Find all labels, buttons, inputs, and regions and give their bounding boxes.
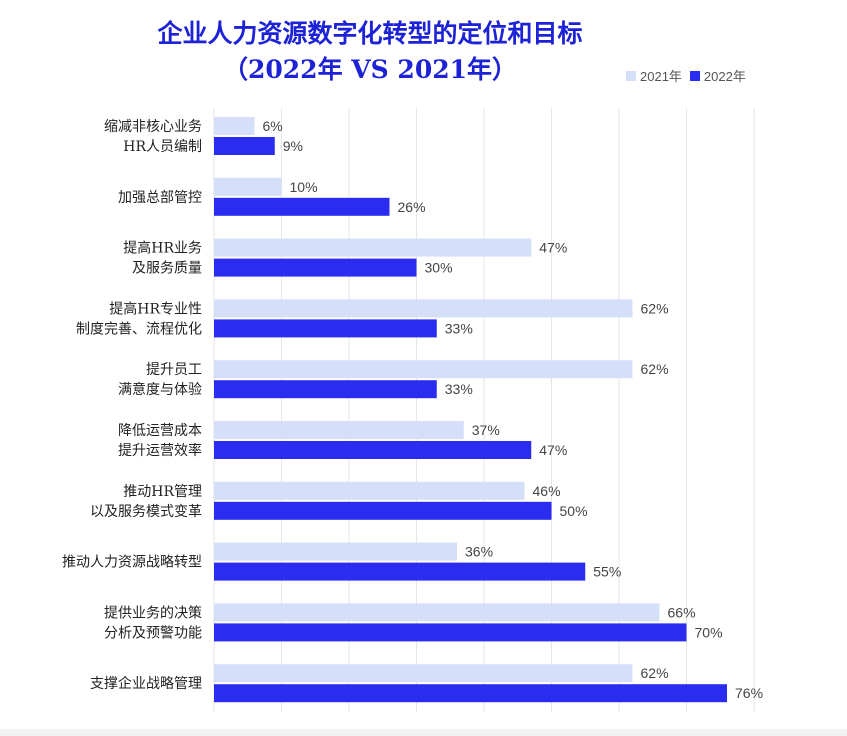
data-label-2022年-8: 70% <box>695 624 723 640</box>
data-label-2021年-9: 62% <box>641 665 669 681</box>
category-label-2: 提高HR业务及服务质量 <box>123 240 202 277</box>
category-label-9: 支撑企业战略管理 <box>90 675 202 692</box>
data-label-2022年-4: 33% <box>445 381 473 397</box>
chart-title-line-2: （2022年 VS 2021年） <box>222 55 518 84</box>
data-label-2022年-2: 30% <box>425 260 453 276</box>
category-label-1: 加强总部管控 <box>118 190 202 206</box>
chart-title: 企业人力资源数字化转型的定位和目标 （2022年 VS 2021年） <box>100 16 640 88</box>
category-label-3: 提高HR专业性制度完善、流程优化 <box>76 300 202 337</box>
data-label-2021年-4: 62% <box>641 361 669 377</box>
category-label-4: 提升员工满意度与体验 <box>118 362 202 398</box>
data-label-2021年-0: 6% <box>263 118 283 134</box>
bar-2021年-5 <box>214 421 464 439</box>
bar-2021年-9 <box>214 664 633 683</box>
data-label-2021年-2: 47% <box>539 240 567 256</box>
data-label-2021年-6: 46% <box>533 483 561 499</box>
category-label-0: 缩减非核心业务 HR人员编制 <box>104 119 202 155</box>
data-label-2022年-3: 33% <box>445 320 473 336</box>
category-label-5: 降低运营成本提升运营效率 <box>118 423 202 459</box>
bar-2022年-3 <box>214 319 437 338</box>
chart-title-line-1: 企业人力资源数字化转型的定位和目标 <box>157 19 583 48</box>
bar-2021年-3 <box>214 299 633 318</box>
bottom-strip <box>0 729 847 736</box>
legend-label-2021: 2021年 <box>640 69 682 84</box>
bar-2021年-8 <box>214 603 660 622</box>
legend: 2021年 2022年 <box>626 66 754 85</box>
category-label-6: 推动HR管理以及服务模式变革 <box>90 484 202 520</box>
data-label-2022年-7: 55% <box>593 564 621 580</box>
data-label-2021年-5: 37% <box>472 422 500 438</box>
data-label-2021年-7: 36% <box>465 544 493 560</box>
data-label-2022年-1: 26% <box>398 199 426 215</box>
bar-2022年-1 <box>214 197 390 216</box>
legend-label-2022: 2022年 <box>703 69 746 84</box>
bar-2021年-4 <box>214 360 633 379</box>
bar-2022年-5 <box>214 441 532 459</box>
legend-item-2021: 2021年 <box>626 66 682 85</box>
legend-item-2022: 2022年 <box>689 66 746 85</box>
data-label-2022年-0: 9% <box>283 138 303 154</box>
bar-2021年-6 <box>214 481 525 500</box>
data-label-2022年-6: 50% <box>560 503 588 519</box>
bar-2021年-2 <box>214 238 532 257</box>
data-label-2021年-3: 62% <box>641 300 669 316</box>
bar-2022年-4 <box>214 380 437 399</box>
data-label-2022年-9: 76% <box>735 685 763 701</box>
category-label-7: 推动人力资源战略转型 <box>62 555 202 571</box>
bar-2021年-1 <box>214 177 282 196</box>
legend-swatch-2021 <box>626 70 636 81</box>
legend-swatch-2022 <box>689 70 700 81</box>
bar-2022年-6 <box>214 501 552 520</box>
data-label-2022年-5: 47% <box>539 442 567 458</box>
bar-2022年-7 <box>214 562 586 581</box>
bar-2022年-9 <box>214 684 727 703</box>
data-label-2021年-1: 10% <box>290 179 318 195</box>
category-label-8: 提供业务的决策分析及预警功能 <box>104 604 202 641</box>
data-label-2021年-8: 66% <box>668 604 696 620</box>
bar-2021年-7 <box>214 542 457 561</box>
bar-2022年-2 <box>214 258 417 277</box>
bar-2022年-0 <box>214 137 275 155</box>
bar-2022年-8 <box>214 623 687 642</box>
bar-2021年-0 <box>214 117 255 135</box>
